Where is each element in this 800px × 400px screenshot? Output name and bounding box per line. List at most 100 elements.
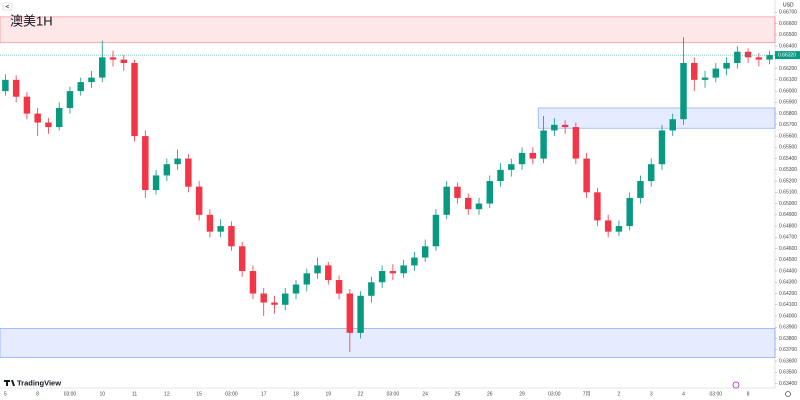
x-tick-label: 11 [132, 391, 137, 397]
x-tick-label: 8 [747, 391, 750, 397]
last-price-label: 0.66320 [778, 52, 796, 58]
x-tick-label: 5 [4, 391, 7, 397]
y-tick-label: 0.66000 [779, 88, 797, 94]
x-tick-label: 29 [519, 391, 525, 397]
candle-body [497, 169, 504, 182]
candle-body [120, 59, 128, 63]
y-tick-label: 0.65700 [779, 122, 797, 128]
candle-body [680, 62, 687, 120]
candle-body [163, 164, 171, 176]
candle-body [572, 127, 580, 159]
y-tick-label: 0.66100 [779, 77, 797, 83]
candle-body [23, 96, 31, 114]
x-tick-label: 3 [650, 391, 653, 397]
x-tick-label: 15 [196, 391, 202, 397]
x-tick-label: 19 [326, 391, 332, 397]
candle-body [99, 57, 106, 78]
y-tick-label: 0.63400 [779, 381, 797, 387]
y-tick-label: 0.64000 [779, 313, 797, 319]
y-tick-label: 0.64200 [779, 291, 797, 297]
x-tick-label: 8 [36, 391, 39, 397]
candle-body [518, 152, 526, 165]
candle-body [55, 107, 63, 128]
candle-body [615, 226, 623, 232]
settings-icon[interactable] [785, 391, 791, 397]
y-tick-label: 0.65300 [779, 167, 797, 173]
y-tick-label: 0.65400 [779, 156, 797, 162]
candle-body [432, 214, 440, 247]
candle-body [174, 158, 181, 165]
candle-body [2, 79, 9, 92]
event-icon[interactable] [732, 381, 740, 389]
candle-body [389, 271, 397, 274]
x-tick-label: 12 [164, 391, 170, 397]
y-tick-label: 0.64800 [779, 223, 797, 229]
candle-body [766, 55, 773, 60]
candle-body [292, 284, 300, 294]
candle-body [368, 282, 375, 296]
candle-body [755, 57, 763, 60]
candle-body [314, 265, 321, 274]
y-tick-label: 0.64400 [779, 268, 797, 274]
x-tick-label: 03:00 [710, 391, 723, 397]
candle-body [691, 62, 698, 80]
x-tick-label: 03:00 [548, 391, 561, 397]
y-tick-label: 0.65100 [779, 190, 797, 196]
brand-name: TradingView [17, 378, 61, 387]
y-tick-label: 0.64100 [779, 302, 797, 308]
y-tick-label: 0.63800 [779, 336, 797, 342]
y-tick-label: 0.63500 [779, 370, 797, 376]
candle-body [238, 246, 246, 272]
candle-body [486, 181, 493, 204]
y-tick-label: 0.65600 [779, 133, 797, 139]
x-tick-label: 03:00 [387, 391, 400, 397]
logo-icon [4, 380, 15, 386]
zone [0, 328, 776, 358]
candle-body [647, 164, 655, 182]
candle-body [378, 271, 386, 283]
x-tick-label: 24 [422, 391, 428, 397]
candle-body [594, 192, 601, 221]
last-price-box [775, 51, 800, 60]
candle-body [454, 186, 461, 198]
candle-body [734, 51, 741, 63]
candle-body [88, 77, 95, 83]
x-tick-label: 25 [455, 391, 461, 397]
candle-body [529, 152, 537, 159]
candle-body [712, 68, 720, 78]
candle-body [45, 122, 52, 128]
candle-body [346, 293, 354, 333]
y-tick-label: 0.63600 [779, 358, 797, 364]
candle-body [744, 51, 752, 58]
x-tick-label: 17 [261, 391, 267, 397]
candle-body [583, 158, 590, 193]
y-tick-label: 0.65900 [779, 100, 797, 106]
y-tick-label: 0.66600 [779, 21, 797, 27]
candle-body [658, 130, 666, 165]
x-tick-label: 10 [99, 391, 105, 397]
candle-body [701, 77, 709, 80]
x-tick-label: 2 [618, 391, 621, 397]
candle-body [195, 186, 203, 215]
candle-body [357, 295, 364, 333]
currency-label: USD [783, 2, 794, 8]
candle-body [260, 293, 267, 303]
candle-body [335, 280, 343, 294]
collapse-button[interactable] [2, 2, 13, 11]
candle-body [626, 197, 633, 227]
candle-body [325, 265, 332, 281]
candle-body [400, 265, 407, 274]
candle-body [152, 175, 160, 191]
y-tick-label: 0.66500 [779, 32, 797, 38]
candle-body [551, 124, 558, 131]
chart-title: 澳美1H [10, 13, 53, 28]
candle-body [228, 226, 235, 247]
candle-body [206, 214, 214, 232]
candle-body [249, 271, 257, 294]
y-tick-label: 0.64700 [779, 235, 797, 241]
candle-body [637, 181, 644, 198]
x-tick-label: 18 [293, 391, 299, 397]
x-tick-label: 22 [358, 391, 364, 397]
x-tick-label: 7月 [583, 391, 591, 397]
zone [0, 16, 776, 44]
